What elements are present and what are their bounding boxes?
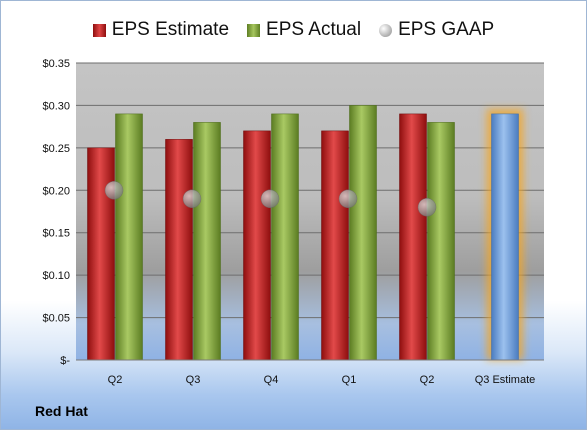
bar-eps-estimate-q4-2 (243, 130, 271, 361)
marker-eps-gaap-q4-2 (260, 189, 280, 209)
y-tick-label: $0.35 (42, 58, 70, 70)
y-tick-label: $0.15 (42, 228, 70, 240)
gaap-markers (104, 181, 437, 217)
marker-eps-gaap-q2-4 (417, 198, 437, 217)
legend-item-eps-actual: EPS Actual (247, 19, 361, 41)
bar-eps-estimate-q2-4 (399, 113, 427, 361)
x-tick-label: Q2 (420, 374, 435, 386)
marker-eps-gaap-q2-0 (104, 181, 124, 200)
legend-label-eps-gaap: EPS GAAP (398, 19, 495, 40)
bar-eps-actual-q2-0 (115, 113, 143, 361)
x-tick-label: Q4 (264, 374, 279, 386)
bar-eps-estimate-q1-3 (321, 130, 349, 361)
legend-swatch-eps-estimate (92, 23, 106, 37)
legend: EPS Estimate EPS Actual EPS GAAP (1, 17, 586, 43)
legend-swatch-eps-actual (247, 23, 261, 37)
bar-eps-estimate-q3-estimate (491, 113, 519, 361)
bar-eps-estimate-q3-1 (165, 139, 193, 361)
y-tick-label: $0.30 (42, 100, 70, 112)
bar-eps-actual-q2-4 (427, 122, 455, 361)
x-tick-label: Q3 (186, 374, 201, 386)
bar-eps-actual-q3-1 (193, 122, 221, 361)
y-tick-label: $0.05 (42, 313, 70, 325)
bars (87, 105, 524, 361)
legend-label-eps-actual: EPS Actual (266, 19, 362, 40)
legend-item-eps-estimate: EPS Estimate (92, 19, 230, 41)
marker-eps-gaap-q3-1 (182, 189, 202, 209)
marker-eps-gaap-q1-3 (338, 189, 358, 209)
legend-swatch-eps-gaap (379, 23, 393, 37)
y-tick-label: $0.20 (42, 185, 70, 197)
bar-eps-estimate-q2-0 (87, 147, 115, 361)
bar-eps-actual-q4-2 (271, 113, 299, 361)
x-tick-label: Q1 (342, 374, 357, 386)
legend-item-eps-gaap: EPS GAAP (379, 19, 494, 41)
y-tick-label: $0.25 (42, 143, 70, 155)
bar-eps-actual-q1-3 (349, 105, 377, 361)
company-name: Red Hat (35, 403, 88, 419)
y-tick-label: $0.10 (42, 270, 70, 282)
y-axis-tick-labels: $- $0.05 $0.10 $0.15 $0.20 $0.25 $0.30 $0.35 (42, 58, 70, 367)
x-tick-label: Q3 Estimate (475, 374, 536, 386)
legend-label-eps-estimate: EPS Estimate (111, 19, 230, 40)
x-tick-label: Q2 (108, 374, 123, 386)
y-tick-label: $- (60, 355, 70, 367)
x-axis-tick-labels: Q2 Q3 Q4 Q1 Q2 Q3 Estimate (108, 374, 536, 386)
plot-area-background (76, 63, 544, 360)
